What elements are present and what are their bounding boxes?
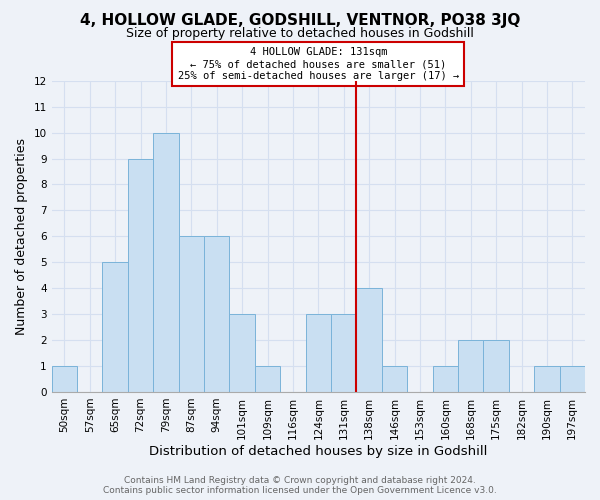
X-axis label: Distribution of detached houses by size in Godshill: Distribution of detached houses by size … [149,444,488,458]
Bar [560,366,585,392]
Bar [204,236,229,392]
Text: 4, HOLLOW GLADE, GODSHILL, VENTNOR, PO38 3JQ: 4, HOLLOW GLADE, GODSHILL, VENTNOR, PO38… [80,12,520,28]
Bar [128,158,153,392]
Bar [433,366,458,392]
Text: Size of property relative to detached houses in Godshill: Size of property relative to detached ho… [126,28,474,40]
Bar [534,366,560,392]
Bar [356,288,382,392]
Bar [255,366,280,392]
Bar [229,314,255,392]
Y-axis label: Number of detached properties: Number of detached properties [15,138,28,335]
Bar [484,340,509,392]
Bar [458,340,484,392]
Bar [331,314,356,392]
Bar [52,366,77,392]
Bar [305,314,331,392]
Text: 4 HOLLOW GLADE: 131sqm
← 75% of detached houses are smaller (51)
25% of semi-det: 4 HOLLOW GLADE: 131sqm ← 75% of detached… [178,48,459,80]
Bar [179,236,204,392]
Bar [382,366,407,392]
Bar [153,132,179,392]
Bar [103,262,128,392]
Text: Contains HM Land Registry data © Crown copyright and database right 2024.
Contai: Contains HM Land Registry data © Crown c… [103,476,497,495]
